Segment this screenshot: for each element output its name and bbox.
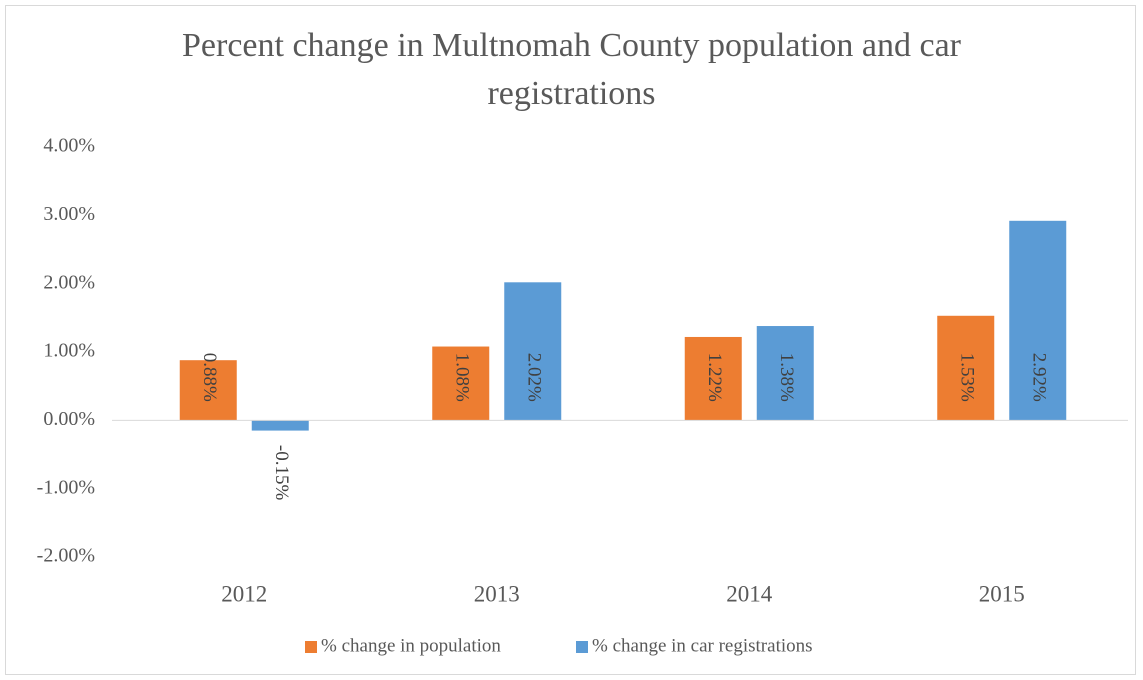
bar — [179, 360, 237, 421]
data-label: 0.88% — [199, 353, 220, 402]
y-tick-label: 4.00% — [43, 135, 95, 157]
bar — [1009, 220, 1067, 421]
x-tick-label: 2013 — [474, 581, 520, 606]
y-tick-label: 3.00% — [43, 203, 95, 225]
data-label: -0.15% — [271, 445, 292, 501]
chart-title: Percent change in Multnomah County popul… — [182, 27, 961, 112]
data-label: 1.08% — [451, 353, 472, 402]
y-tick-label: -1.00% — [37, 476, 95, 498]
data-label: 1.53% — [956, 353, 977, 402]
bar — [504, 282, 562, 421]
data-label: 2.02% — [523, 353, 544, 402]
chart-frame — [5, 5, 1136, 675]
bar — [251, 420, 309, 431]
legend-label: % change in population — [321, 635, 501, 656]
bar — [684, 336, 742, 421]
data-label: 1.38% — [776, 353, 797, 402]
x-tick-label: 2012 — [221, 581, 267, 606]
y-tick-label: 2.00% — [43, 271, 95, 293]
y-tick-label: 1.00% — [43, 340, 95, 362]
legend-swatch — [576, 641, 588, 653]
x-tick-label: 2014 — [726, 581, 773, 606]
y-tick-label: -2.00% — [37, 545, 95, 567]
data-label: 1.22% — [704, 353, 725, 402]
y-tick-label: 0.00% — [43, 408, 95, 430]
x-tick-label: 2015 — [979, 581, 1025, 606]
bar — [937, 315, 995, 421]
data-label: 2.92% — [1028, 353, 1049, 402]
bar — [432, 346, 490, 421]
legend-swatch — [305, 641, 317, 653]
bar — [756, 326, 814, 421]
legend-label: % change in car registrations — [592, 635, 813, 656]
